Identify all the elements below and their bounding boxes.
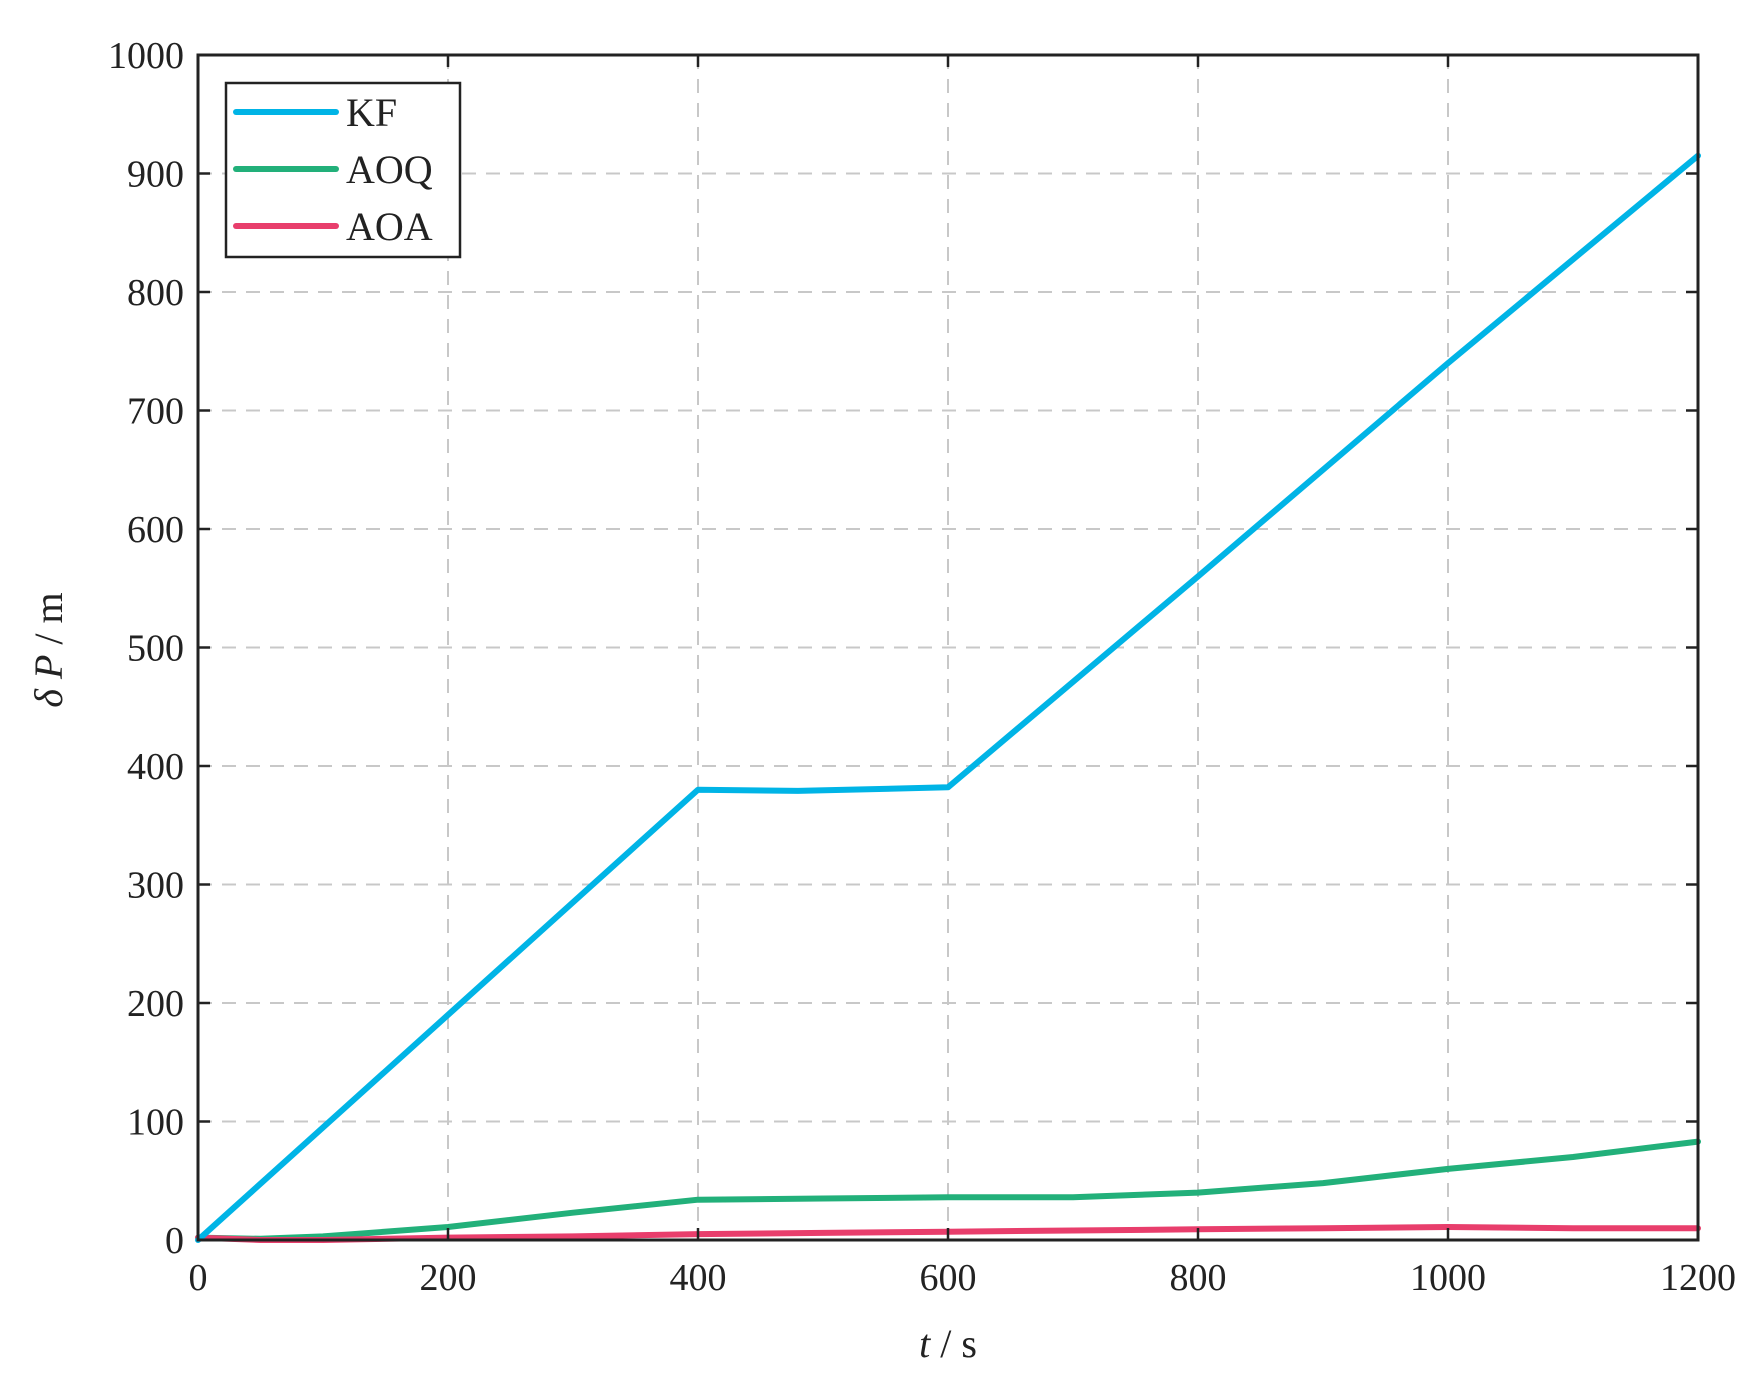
x-tick-labels: 0 200 400 600 800 1000 1200 bbox=[189, 1257, 1737, 1299]
y-axis-unit: / m bbox=[26, 592, 71, 654]
y-tick-label: 500 bbox=[127, 628, 184, 670]
y-tick-label: 800 bbox=[127, 272, 184, 314]
x-axis-unit: / s bbox=[930, 1321, 977, 1366]
y-tick-label: 1000 bbox=[108, 35, 184, 77]
x-tick-label: 0 bbox=[189, 1257, 208, 1299]
x-axis-variable: t bbox=[919, 1321, 931, 1366]
grid bbox=[198, 55, 1698, 1240]
legend-label-aoq: AOQ bbox=[346, 147, 433, 192]
x-tick-label: 800 bbox=[1170, 1257, 1227, 1299]
y-tick-label: 300 bbox=[127, 865, 184, 907]
x-tick-label: 1000 bbox=[1410, 1257, 1486, 1299]
x-tick-label: 400 bbox=[670, 1257, 727, 1299]
y-tick-label: 400 bbox=[127, 746, 184, 788]
y-tick-label: 200 bbox=[127, 983, 184, 1025]
y-tick-label: 100 bbox=[127, 1102, 184, 1144]
x-axis-label: t / s bbox=[919, 1321, 977, 1366]
x-tick-label: 1200 bbox=[1660, 1257, 1736, 1299]
y-tick-label: 900 bbox=[127, 154, 184, 196]
legend-label-aoa: AOA bbox=[346, 204, 433, 249]
x-tick-label: 200 bbox=[420, 1257, 477, 1299]
series-line-aoq bbox=[195, 1138, 1701, 1242]
y-axis-variable: δ P bbox=[26, 655, 71, 708]
y-tick-labels: 0 100 200 300 400 500 600 700 800 900 1000 bbox=[108, 35, 184, 1262]
legend: KF AOQ AOA bbox=[224, 81, 462, 259]
y-tick-label: 0 bbox=[165, 1220, 184, 1262]
y-tick-label: 700 bbox=[127, 391, 184, 433]
y-axis-label: δ P / m bbox=[26, 592, 71, 707]
ticks bbox=[196, 53, 1700, 1242]
series-line-kf bbox=[195, 152, 1701, 1243]
x-tick-label: 600 bbox=[920, 1257, 977, 1299]
legend-label-kf: KF bbox=[346, 90, 397, 135]
y-tick-label: 600 bbox=[127, 509, 184, 551]
